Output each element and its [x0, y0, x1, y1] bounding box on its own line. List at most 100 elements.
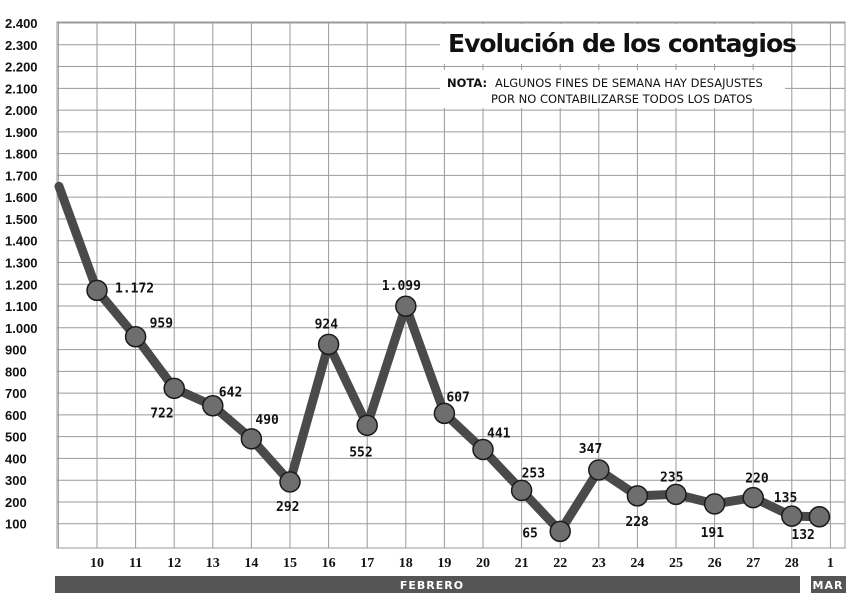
x-tick-label: 18 — [399, 556, 413, 571]
x-tick-label: 16 — [322, 556, 336, 571]
x-tick-label: 15 — [283, 556, 297, 571]
y-tick-label: 600 — [5, 408, 27, 423]
data-point — [124, 325, 147, 348]
data-label: 135 — [774, 491, 797, 506]
data-point — [202, 394, 224, 417]
data-point — [395, 295, 417, 317]
data-label: 642 — [219, 386, 242, 401]
data-label: 1.099 — [382, 279, 421, 294]
y-tick-label: 1.800 — [5, 147, 38, 162]
series — [54, 181, 831, 543]
y-tick-label: 300 — [5, 473, 27, 488]
data-point — [317, 333, 340, 356]
x-tick-label: 28 — [785, 556, 799, 571]
data-label: 552 — [349, 445, 372, 460]
data-point — [163, 377, 185, 400]
data-point — [588, 459, 610, 481]
x-tick-label: 17 — [360, 556, 374, 571]
data-label: 220 — [745, 472, 769, 487]
data-label: 924 — [315, 317, 339, 332]
x-tick-label: 14 — [244, 556, 258, 571]
y-axis: 100 200 300 400 500 600 700 800 900 1.000 1.100 1.2… — [5, 16, 38, 532]
y-tick-label: 700 — [5, 386, 27, 401]
data-point — [808, 506, 831, 528]
data-label: 292 — [276, 500, 299, 515]
x-axis: 10 11 12 13 14 15 16 17 18 19 20 21 22 23 24 25 26 27 28 1 — [90, 556, 834, 571]
mar-band — [811, 576, 846, 593]
data-point — [510, 479, 533, 502]
y-tick-label: 1.500 — [5, 212, 38, 227]
y-tick-label: 500 — [5, 430, 27, 445]
grid — [56, 21, 846, 549]
data-label: 347 — [579, 442, 602, 457]
x-tick-label: 22 — [553, 556, 567, 571]
y-tick-label: 1.900 — [5, 125, 38, 140]
data-label: 607 — [446, 390, 469, 405]
y-tick-label: 1.200 — [5, 277, 38, 292]
note-label: NOTA: — [447, 76, 487, 90]
y-tick-label: 2.000 — [5, 103, 38, 118]
x-tick-label: 21 — [515, 556, 529, 571]
data-point — [472, 438, 494, 461]
plot-frame — [56, 21, 846, 549]
data-label: 228 — [625, 515, 649, 530]
data-point — [703, 493, 726, 515]
y-tick-label: 1.400 — [5, 234, 38, 249]
data-label: 959 — [150, 317, 173, 332]
data-point — [626, 485, 649, 507]
y-tick-label: 100 — [5, 517, 27, 532]
month-label-febrero: FEBRERO — [400, 579, 464, 592]
y-tick-label: 2.400 — [5, 16, 38, 31]
data-point — [781, 505, 803, 527]
x-tick-label: 1 — [827, 556, 834, 571]
febrero-band — [55, 576, 800, 593]
data-label: 1.172 — [115, 281, 154, 296]
data-label: 132 — [791, 528, 814, 543]
note-box: NOTA: ALGUNOS FINES DE SEMANA HAY DESAJU… — [440, 70, 785, 108]
y-tick-label: 1.300 — [5, 255, 38, 270]
x-tick-label: 12 — [167, 556, 181, 571]
x-tick-label: 24 — [630, 556, 644, 571]
y-tick-label: 2.100 — [5, 81, 38, 96]
month-band: FEBRERO MAR — [55, 576, 846, 593]
y-tick-label: 200 — [5, 495, 27, 510]
y-tick-label: 900 — [5, 343, 27, 358]
data-label: 65 — [522, 526, 538, 541]
x-tick-label: 11 — [129, 556, 142, 571]
y-tick-label: 1.000 — [5, 321, 38, 336]
y-tick-label: 1.100 — [5, 299, 38, 314]
series-line — [54, 181, 824, 536]
data-label: 490 — [255, 413, 279, 428]
data-point — [665, 483, 687, 506]
data-point — [356, 414, 378, 437]
x-tick-label: 26 — [708, 556, 722, 571]
note-line-1: ALGUNOS FINES DE SEMANA HAY DESAJUSTES — [495, 76, 763, 90]
data-label: 235 — [660, 470, 683, 485]
y-tick-label: 2.300 — [5, 38, 38, 53]
data-labels: 1.172 959 722 642 490 292 924 552 1.099 607 441 253… — [115, 279, 815, 543]
x-tick-label: 25 — [669, 556, 683, 571]
y-tick-label: 2.200 — [5, 60, 38, 75]
x-tick-label: 27 — [746, 556, 760, 571]
x-tick-label: 10 — [90, 556, 104, 571]
data-label: 191 — [701, 526, 725, 541]
title-box: Evolución de los contagios — [440, 24, 797, 64]
data-point — [549, 520, 571, 543]
y-tick-label: 400 — [5, 451, 27, 466]
data-label: 253 — [522, 466, 545, 481]
note-line-2: POR NO CONTABILIZARSE TODOS LOS DATOS — [491, 92, 753, 106]
data-point — [86, 279, 108, 302]
data-point — [742, 486, 764, 509]
x-tick-label: 20 — [476, 556, 490, 571]
y-tick-label: 1.600 — [5, 190, 38, 205]
chart-title: Evolución de los contagios — [448, 29, 796, 58]
x-tick-label: 13 — [206, 556, 220, 571]
x-tick-label: 23 — [592, 556, 606, 571]
y-tick-label: 1.700 — [5, 168, 38, 183]
month-label-mar: MAR — [813, 579, 844, 592]
data-label: 441 — [487, 426, 511, 441]
data-point — [433, 402, 456, 425]
y-tick-label: 800 — [5, 364, 27, 379]
x-tick-label: 19 — [437, 556, 451, 571]
